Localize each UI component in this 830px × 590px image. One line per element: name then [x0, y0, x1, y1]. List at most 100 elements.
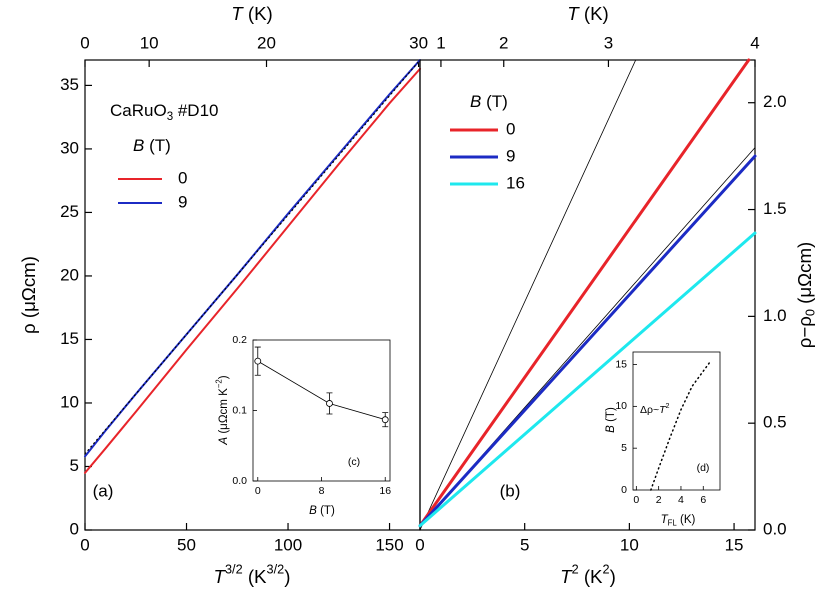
x-tick-label: 0 — [80, 536, 89, 555]
label-part: Δρ~ — [640, 404, 659, 416]
y-tick-label: 15 — [615, 358, 627, 370]
y-tick-label: 0.5 — [763, 413, 787, 432]
x-tick-label: 5 — [520, 536, 529, 555]
x-axis-label: T2 (K2) — [560, 562, 616, 587]
label-part: (T) — [144, 136, 170, 155]
x-tick-label: 150 — [375, 536, 403, 555]
label-part: (K — [243, 566, 267, 587]
label-part: −2 — [214, 379, 223, 388]
y-tick-label: 30 — [60, 138, 79, 157]
series-line — [418, 58, 751, 528]
series-line — [418, 231, 757, 528]
label-part: B — [133, 136, 144, 155]
label-part: FL — [668, 519, 678, 528]
label-part: B — [470, 92, 481, 111]
y-tick-label: 10 — [60, 392, 79, 411]
label-part: 2 — [603, 562, 610, 577]
y-tick-label: 0.2 — [232, 334, 247, 346]
y-tick-label: 0.1 — [232, 404, 247, 416]
legend-label: 9 — [506, 146, 515, 165]
series-line — [650, 361, 711, 491]
x-top-axis-label: T (K) — [567, 3, 609, 24]
series-line — [84, 67, 421, 474]
x-axis-label: B (T) — [309, 505, 335, 517]
label-part: A — [218, 437, 230, 446]
label-part: (μΩcm) — [794, 242, 815, 309]
data-point — [254, 357, 262, 365]
label-part: (K) — [677, 514, 696, 526]
x-top-tick-label: 4 — [750, 33, 759, 52]
label-part: (K) — [579, 3, 609, 24]
label-part: #D10 — [173, 101, 218, 120]
panel-label: (a) — [93, 481, 114, 500]
x-axis-label: T3/2 (K3/2) — [214, 562, 291, 587]
data-point — [381, 416, 389, 424]
plot-frame — [252, 339, 391, 482]
label-part: 3/2 — [225, 562, 243, 577]
label-part: T — [214, 566, 227, 587]
legend-title: CaRuO3 #D10 — [110, 101, 218, 123]
label-part: ) — [610, 566, 616, 587]
y-tick-label: 10 — [615, 400, 627, 412]
x-tick-label: 15 — [725, 536, 744, 555]
label-part: (T) — [317, 505, 335, 517]
label-part: 0 — [803, 309, 818, 316]
x-tick-label: 0 — [255, 485, 261, 497]
annotation: Δρ~T2 — [640, 402, 670, 416]
y-axis-label: ρ−ρ0 (μΩcm) — [794, 242, 818, 349]
label-part: ) — [218, 375, 230, 379]
x-top-tick-label: 10 — [140, 33, 159, 52]
y-tick-label: 0.0 — [232, 475, 247, 487]
x-top-tick-label: 30 — [409, 33, 428, 52]
label-part: T — [661, 514, 669, 526]
y-axis-label: B (T) — [605, 407, 617, 433]
label-part: 3 — [167, 111, 173, 123]
label-part: ρ−ρ — [794, 316, 815, 348]
y-tick-label: 35 — [60, 75, 79, 94]
label-part: T — [231, 3, 244, 24]
label-part: (T) — [481, 92, 507, 111]
y-tick-label: 0 — [621, 484, 627, 496]
x-tick-label: 16 — [379, 485, 391, 497]
legend-label: 0 — [178, 168, 187, 187]
x-tick-label: 0 — [633, 494, 639, 506]
label-part: CaRuO — [110, 101, 167, 120]
x-tick-label: 2 — [656, 494, 662, 506]
label-part: (K — [579, 566, 603, 587]
y-tick-label: 5 — [621, 442, 627, 454]
legend-header: B (T) — [133, 136, 171, 155]
label-part: 2 — [572, 562, 579, 577]
panel-label: (d) — [697, 462, 710, 474]
x-axis-label: TFL (K) — [661, 514, 696, 527]
panel-label: (c) — [348, 456, 360, 468]
label-part: T — [659, 404, 667, 416]
label-part: ρ (μΩcm) — [18, 256, 39, 334]
label-part: 3/2 — [267, 562, 285, 577]
label-part: T — [560, 566, 573, 587]
x-tick-label: 50 — [177, 536, 196, 555]
y-tick-label: 1.5 — [763, 199, 787, 218]
label-part: T — [567, 3, 580, 24]
legend-label: 0 — [506, 119, 515, 138]
series-line — [418, 154, 757, 528]
y-tick-label: 0 — [70, 519, 79, 538]
y-axis-label: A (μΩcm K−2) — [214, 375, 230, 445]
x-tick-label: 100 — [274, 536, 302, 555]
y-tick-label: 0.0 — [763, 519, 787, 538]
y-tick-label: 15 — [60, 329, 79, 348]
y-axis-label: ρ (μΩcm) — [18, 256, 39, 334]
label-part: B — [309, 505, 317, 517]
label-part: 2 — [666, 402, 670, 410]
x-tick-label: 10 — [620, 536, 639, 555]
y-tick-label: 2.0 — [763, 92, 787, 111]
label-part: (K) — [243, 3, 273, 24]
plot-frame — [419, 59, 756, 531]
series-line — [419, 59, 637, 531]
data-point — [326, 400, 333, 407]
y-tick-label: 20 — [60, 265, 79, 284]
y-tick-label: 5 — [70, 456, 79, 475]
y-tick-label: 1.0 — [763, 306, 787, 325]
label-part: ) — [284, 566, 290, 587]
x-tick-label: 0 — [415, 536, 424, 555]
